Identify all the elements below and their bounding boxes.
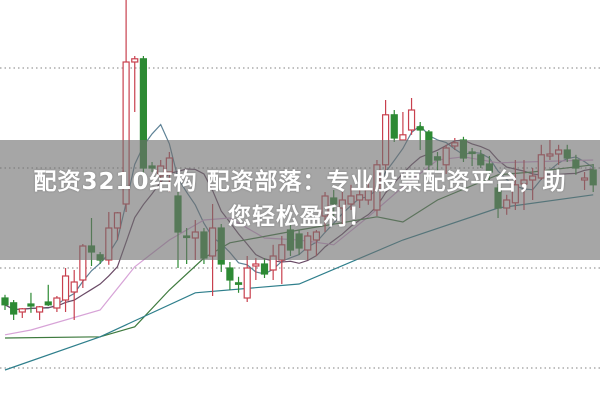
candle-up bbox=[131, 58, 139, 63]
candle-down bbox=[44, 301, 52, 306]
candle-down bbox=[416, 126, 424, 131]
candle-down bbox=[226, 267, 234, 281]
candle-up bbox=[243, 267, 251, 299]
candle-up bbox=[61, 275, 70, 301]
headline-banner: 配资3210结构 配资部落：专业股票配资平台，助 您轻松盈利！ bbox=[0, 140, 600, 260]
candle-down bbox=[10, 302, 18, 315]
candle-up bbox=[18, 308, 26, 313]
candle-down bbox=[260, 263, 269, 275]
headline-line-1: 配资3210结构 配资部落：专业股票配资平台，助 bbox=[33, 169, 567, 195]
candle-down bbox=[234, 282, 243, 285]
candle-up bbox=[252, 263, 260, 267]
candle-down bbox=[27, 303, 35, 307]
candle-up bbox=[53, 297, 61, 309]
candle-up bbox=[70, 281, 78, 293]
candle-down bbox=[390, 114, 398, 139]
candle-up bbox=[407, 109, 416, 131]
headline-line-2: 您轻松盈利！ bbox=[228, 204, 372, 230]
candle-down bbox=[1, 297, 9, 306]
candle-up bbox=[35, 306, 44, 313]
